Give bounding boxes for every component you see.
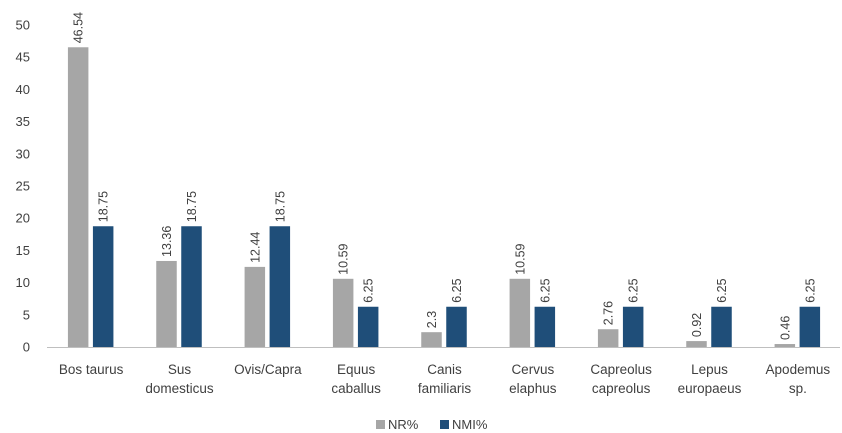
data-label: 18.75	[97, 191, 111, 222]
data-label: 10.59	[513, 243, 527, 274]
bars-group	[67, 47, 821, 347]
y-tick-label: 35	[16, 114, 30, 129]
data-label: 6.25	[538, 278, 552, 302]
y-tick-label: 0	[23, 340, 30, 355]
data-label: 0.92	[690, 313, 704, 337]
legend-swatch-nmi	[440, 420, 449, 429]
category-label: Equus	[337, 362, 376, 377]
bar-nr	[421, 332, 442, 347]
bar-nmi	[181, 226, 202, 347]
y-tick-label: 20	[16, 211, 30, 226]
y-tick-label: 40	[16, 82, 30, 97]
y-tick-label: 25	[16, 179, 30, 194]
bar-nr	[774, 344, 796, 347]
bar-nmi	[799, 306, 821, 347]
category-label: sp.	[789, 381, 807, 396]
category-label: capreolus	[592, 381, 651, 396]
bar-nr	[156, 260, 177, 347]
category-label: Sus	[168, 362, 192, 377]
y-tick-label: 10	[16, 275, 30, 290]
data-labels-group: 46.54 13.36 12.44 10.59 2.3 10.59 2.76 0.92 0.46…	[72, 12, 818, 340]
legend: NR% NMI%	[376, 417, 488, 432]
category-label: familiaris	[418, 381, 472, 396]
bar-nr	[244, 266, 266, 347]
category-label: elaphus	[509, 381, 557, 396]
data-label: 46.54	[72, 12, 86, 43]
y-tick-label: 30	[16, 146, 30, 161]
bar-nmi	[269, 226, 291, 347]
category-label: Apodemus	[766, 362, 831, 377]
category-label: Canis	[427, 362, 462, 377]
bar-nr	[597, 329, 619, 347]
data-label: 6.25	[803, 278, 817, 302]
bar-nmi	[357, 306, 379, 347]
y-tick-label: 15	[16, 243, 30, 258]
bar-nmi	[534, 306, 556, 347]
category-label: europaeus	[678, 381, 742, 396]
category-label: Cervus	[511, 362, 554, 377]
data-label: 2.3	[425, 311, 439, 328]
data-label: 2.76	[602, 301, 616, 325]
data-label: 6.25	[715, 278, 729, 302]
data-label: 18.75	[185, 191, 199, 222]
data-label: 0.46	[778, 316, 792, 340]
category-label: Bos taurus	[59, 362, 124, 377]
data-label: 12.44	[248, 232, 262, 263]
data-label: 13.36	[160, 226, 174, 257]
data-label: 6.25	[627, 278, 641, 302]
bar-nmi	[711, 306, 732, 347]
category-label: Ovis/Capra	[234, 362, 302, 377]
data-label: 6.25	[450, 278, 464, 302]
legend-label: NMI%	[452, 417, 488, 432]
category-label: Lepus	[691, 362, 728, 377]
data-label: 18.75	[273, 191, 287, 222]
bar-nmi	[92, 226, 114, 347]
y-tick-label: 5	[23, 307, 30, 322]
data-label: 10.59	[337, 243, 351, 274]
y-axis-ticks: 0 5 10 15 20 25 30 35 40 45 50	[16, 18, 30, 355]
bar-nr	[332, 278, 354, 347]
bar-nr	[509, 278, 531, 347]
bar-nmi	[446, 306, 467, 347]
category-label: caballus	[331, 381, 381, 396]
legend-swatch-nr	[376, 420, 385, 429]
bar-nmi	[622, 306, 644, 347]
legend-label: NR%	[388, 417, 419, 432]
y-tick-label: 45	[16, 50, 30, 65]
data-label: 6.25	[362, 278, 376, 302]
category-labels-group: Bos taurus Sus domesticus Ovis/Capra Equus ca…	[59, 362, 830, 396]
y-tick-label: 50	[16, 18, 30, 33]
bar-nr	[67, 47, 89, 347]
category-label: Capreolus	[590, 362, 652, 377]
category-label: domesticus	[145, 381, 214, 396]
bar-nr	[686, 341, 707, 347]
